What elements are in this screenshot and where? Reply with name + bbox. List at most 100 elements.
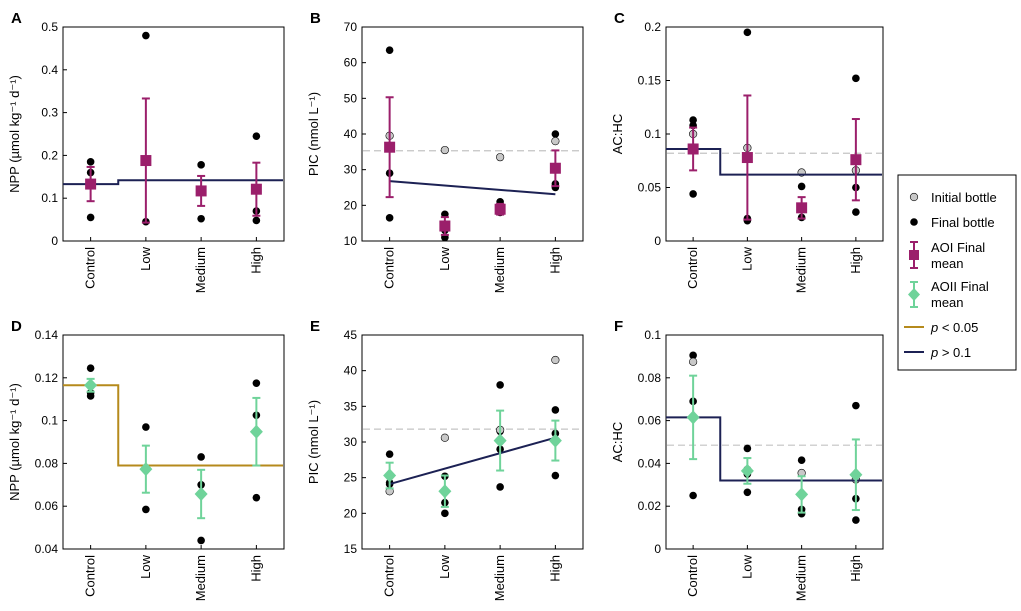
y-tick-label: 0.1	[644, 127, 661, 141]
fit-line	[389, 180, 556, 196]
initial-bottle-point	[551, 137, 560, 146]
mean-errorbar	[249, 396, 263, 467]
final-bottle-point	[496, 381, 504, 389]
y-axis-label: AC:HC	[610, 114, 625, 154]
mean-errorbar	[84, 377, 98, 393]
final-bottle-point	[252, 379, 261, 387]
panel-f: F 0 0.02 0.04 0.06 0.08 0.1 Control Low Medium Hig…	[610, 318, 884, 601]
aoii-mean-marker	[249, 424, 263, 439]
y-tick-label: 0.05	[638, 181, 662, 195]
panel-c: C 0 0.05 0.1 0.15 0.2 Control Low Medium High AC:H…	[610, 10, 884, 293]
mean-errorbar	[250, 161, 262, 217]
y-axis-label: PIC (nmol L⁻¹)	[306, 400, 321, 484]
legend-nonsig-label: p > 0.1	[930, 345, 971, 360]
panel-d: D 0.04 0.06 0.08 0.1 0.12 0.14 Control Low Medium…	[7, 318, 285, 601]
y-tick-label: 70	[344, 20, 358, 34]
x-tick-label: Low	[138, 246, 153, 270]
aoii-mean-marker	[849, 467, 863, 482]
y-tick-label: 0.08	[638, 371, 662, 385]
legend-initial-label: Initial bottle	[931, 190, 997, 205]
aoii-mean-marker	[740, 463, 754, 478]
aoii-mean-marker	[548, 433, 562, 448]
y-tick-label: 0.2	[644, 20, 661, 34]
mean-errorbar	[139, 444, 153, 494]
mean-errorbar	[686, 374, 700, 461]
final-bottle-point	[743, 444, 752, 453]
mean-errorbar	[548, 419, 562, 462]
final-bottle-point	[385, 46, 394, 54]
y-tick-label: 0.15	[638, 74, 662, 88]
y-tick-label: 0.06	[638, 414, 662, 428]
final-bottle-point	[852, 208, 860, 216]
final-bottle-point	[385, 214, 394, 222]
x-tick-label: Control	[685, 555, 700, 597]
y-tick-label: 0.1	[41, 191, 58, 205]
fit-line	[389, 436, 556, 486]
plot-area	[361, 334, 584, 550]
y-tick-label: 0.1	[41, 414, 58, 428]
y-tick-label: 10	[344, 234, 358, 248]
mean-errorbar	[549, 149, 561, 188]
final-bottle-point	[86, 364, 95, 372]
final-bottle-point	[252, 216, 261, 225]
y-tick-label: 40	[344, 127, 358, 141]
aoii-mean-marker	[795, 487, 809, 502]
y-tick-label: 20	[344, 198, 358, 212]
legend-aoi-label-2: mean	[931, 256, 964, 271]
y-tick-label: 0.14	[35, 328, 59, 342]
y-tick-label: 15	[344, 542, 358, 556]
panel-letter: C	[614, 10, 625, 27]
mean-errorbar	[494, 202, 506, 216]
y-tick-label: 0.04	[638, 456, 662, 470]
y-tick-label: 0.12	[35, 371, 59, 385]
initial-bottle-point	[551, 355, 560, 365]
final-bottle-point	[197, 214, 205, 223]
y-axis-label: NPP (µmol kg⁻¹ d⁻¹)	[7, 75, 22, 193]
initial-bottle-point	[440, 433, 449, 442]
y-tick-label: 0	[51, 234, 58, 248]
legend-sig-rest: < 0.05	[938, 320, 978, 335]
x-tick-label: Control	[83, 555, 98, 597]
y-tick-label: 0	[654, 542, 661, 556]
mean-errorbar	[796, 196, 808, 220]
x-tick-label: High	[547, 555, 562, 582]
final-bottle-point	[142, 31, 150, 40]
x-tick-label: Control	[685, 247, 700, 289]
x-tick-label: High	[248, 555, 263, 582]
x-tick-label: Medium	[794, 555, 809, 601]
mean-errorbar	[687, 126, 699, 172]
final-bottle-point	[197, 453, 205, 461]
aoi-mean-marker	[250, 183, 262, 195]
final-bottle-point	[86, 213, 95, 222]
y-tick-label: 60	[344, 56, 358, 70]
x-tick-label: High	[848, 247, 863, 274]
legend-nonsig-p: p	[930, 345, 938, 360]
y-tick-label: 25	[344, 471, 358, 485]
final-bottle-point	[252, 132, 261, 140]
legend-final-label: Final bottle	[931, 215, 995, 230]
aoii-mean-marker	[139, 462, 153, 477]
aoi-mean-marker	[549, 162, 561, 174]
panel-b: B 10 20 30 40 50 60 70 Control Low Medium High PIC (…	[306, 10, 584, 293]
y-tick-label: 0.02	[638, 499, 662, 513]
y-tick-label: 0.1	[644, 328, 661, 342]
legend-sig-p: p	[930, 320, 938, 335]
initial-bottle-point	[496, 153, 505, 162]
aoi-mean-marker	[195, 185, 207, 197]
mean-errorbar	[849, 438, 863, 512]
legend: Initial bottle Final bottle AOI Final me…	[897, 174, 1017, 371]
final-bottle-point	[197, 536, 205, 545]
aoii-mean-marker	[383, 468, 397, 483]
legend-aoii-label-1: AOII Final	[931, 279, 989, 294]
aoii-mean-marker	[686, 410, 700, 425]
x-tick-label: High	[848, 555, 863, 582]
y-tick-label: 30	[344, 435, 358, 449]
legend-final-marker	[910, 218, 918, 226]
panel-letter: B	[310, 10, 321, 27]
x-tick-label: High	[248, 247, 263, 274]
x-tick-label: Low	[739, 246, 754, 270]
x-tick-label: High	[547, 247, 562, 274]
final-bottle-point	[551, 130, 560, 138]
mean-errorbar	[140, 97, 152, 224]
